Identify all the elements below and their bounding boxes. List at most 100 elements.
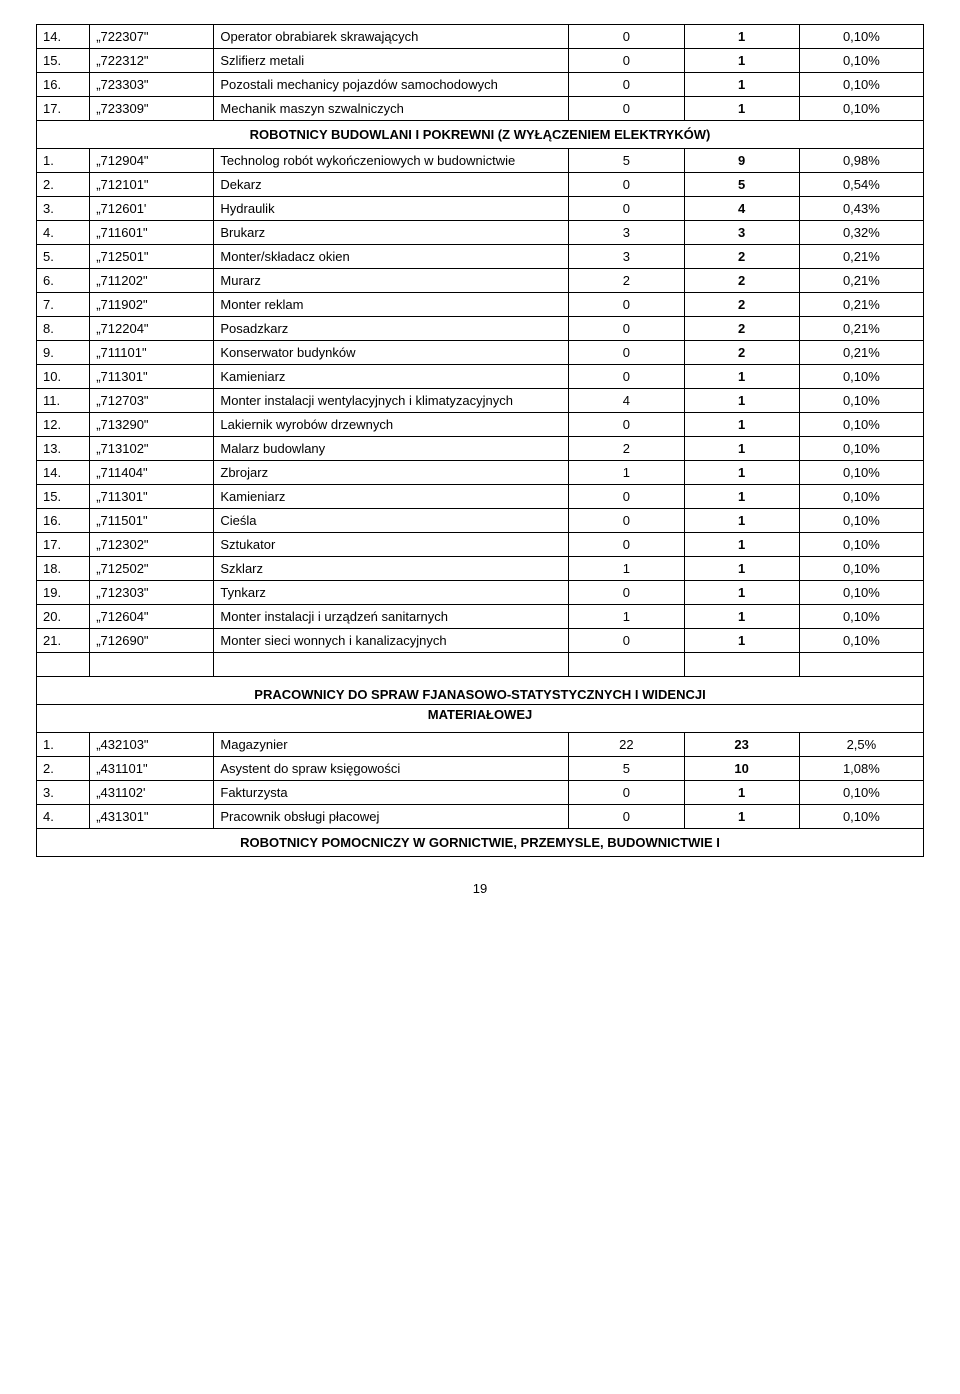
row-number: 14. xyxy=(37,25,90,49)
row-val1: 1 xyxy=(569,461,684,485)
row-val3: 0,10% xyxy=(799,485,923,509)
row-number: 2. xyxy=(37,757,90,781)
section-header: PRACOWNICY DO SPRAW FJANASOWO-STATYSTYCZ… xyxy=(37,677,924,705)
table-row: 14.„711404"Zbrojarz110,10% xyxy=(37,461,924,485)
row-code: „711301" xyxy=(90,485,214,509)
row-val1: 0 xyxy=(569,365,684,389)
row-number: 2. xyxy=(37,173,90,197)
row-number: 3. xyxy=(37,781,90,805)
row-val1: 4 xyxy=(569,389,684,413)
row-code: „711601" xyxy=(90,221,214,245)
row-code: „723303" xyxy=(90,73,214,97)
table-row: 4.„431301"Pracownik obsługi płacowej010,… xyxy=(37,805,924,829)
table-row: 21.„712690"Monter sieci wonnych i kanali… xyxy=(37,629,924,653)
row-val2: 1 xyxy=(684,73,799,97)
table-row: 15.„711301"Kamieniarz010,10% xyxy=(37,485,924,509)
table-row: 3.„712601'Hydraulik040,43% xyxy=(37,197,924,221)
table-row: 1.„432103"Magazynier22232,5% xyxy=(37,733,924,757)
row-val2: 9 xyxy=(684,149,799,173)
table-row: 20.„712604"Monter instalacji i urządzeń … xyxy=(37,605,924,629)
row-code: „432103" xyxy=(90,733,214,757)
row-val2: 2 xyxy=(684,269,799,293)
row-val3: 0,21% xyxy=(799,245,923,269)
row-val2: 1 xyxy=(684,533,799,557)
row-val3: 0,10% xyxy=(799,461,923,485)
row-code: „711301" xyxy=(90,365,214,389)
row-val3: 0,43% xyxy=(799,197,923,221)
table-row: 2.„431101"Asystent do spraw księgowości5… xyxy=(37,757,924,781)
row-val2: 1 xyxy=(684,49,799,73)
row-name: Lakiernik wyrobów drzewnych xyxy=(214,413,569,437)
row-val1: 3 xyxy=(569,221,684,245)
row-code: „431101" xyxy=(90,757,214,781)
row-val3: 0,10% xyxy=(799,437,923,461)
row-val3: 1,08% xyxy=(799,757,923,781)
empty-cell xyxy=(214,653,569,677)
row-val1: 0 xyxy=(569,317,684,341)
row-val2: 5 xyxy=(684,173,799,197)
row-number: 19. xyxy=(37,581,90,605)
empty-cell xyxy=(684,653,799,677)
empty-cell xyxy=(37,653,90,677)
row-val1: 2 xyxy=(569,437,684,461)
row-code: „712502" xyxy=(90,557,214,581)
row-val1: 3 xyxy=(569,245,684,269)
row-val2: 10 xyxy=(684,757,799,781)
row-number: 9. xyxy=(37,341,90,365)
row-val3: 0,10% xyxy=(799,389,923,413)
row-val1: 0 xyxy=(569,509,684,533)
row-val3: 0,10% xyxy=(799,365,923,389)
row-name: Malarz budowlany xyxy=(214,437,569,461)
table-row: 18.„712502"Szklarz110,10% xyxy=(37,557,924,581)
row-code: „712690" xyxy=(90,629,214,653)
row-name: Monter reklam xyxy=(214,293,569,317)
row-val2: 1 xyxy=(684,629,799,653)
row-name: Monter instalacji wentylacyjnych i klima… xyxy=(214,389,569,413)
table-row: 9.„711101"Konserwator budynków020,21% xyxy=(37,341,924,365)
row-name: Kamieniarz xyxy=(214,485,569,509)
row-val1: 5 xyxy=(569,149,684,173)
row-code: „712302" xyxy=(90,533,214,557)
row-val3: 0,10% xyxy=(799,413,923,437)
row-val1: 2 xyxy=(569,269,684,293)
row-val1: 0 xyxy=(569,293,684,317)
row-number: 10. xyxy=(37,365,90,389)
row-val2: 1 xyxy=(684,437,799,461)
row-val3: 0,21% xyxy=(799,341,923,365)
table-row: 16.„711501"Cieśla010,10% xyxy=(37,509,924,533)
row-name: Monter instalacji i urządzeń sanitarnych xyxy=(214,605,569,629)
table-row: 19.„712303"Tynkarz010,10% xyxy=(37,581,924,605)
row-val1: 0 xyxy=(569,781,684,805)
row-name: Konserwator budynków xyxy=(214,341,569,365)
row-val1: 0 xyxy=(569,197,684,221)
row-val2: 2 xyxy=(684,245,799,269)
empty-cell xyxy=(569,653,684,677)
row-number: 11. xyxy=(37,389,90,413)
row-val2: 1 xyxy=(684,485,799,509)
row-number: 1. xyxy=(37,149,90,173)
row-val1: 0 xyxy=(569,581,684,605)
row-code: „711202" xyxy=(90,269,214,293)
row-val3: 0,10% xyxy=(799,629,923,653)
row-name: Fakturzysta xyxy=(214,781,569,805)
row-val3: 0,10% xyxy=(799,49,923,73)
row-val2: 23 xyxy=(684,733,799,757)
empty-cell xyxy=(90,653,214,677)
row-code: „711902" xyxy=(90,293,214,317)
row-code: „711404" xyxy=(90,461,214,485)
row-val3: 0,10% xyxy=(799,533,923,557)
row-val2: 1 xyxy=(684,461,799,485)
table-row: 8.„712204"Posadzkarz020,21% xyxy=(37,317,924,341)
row-val1: 0 xyxy=(569,341,684,365)
row-code: „713102" xyxy=(90,437,214,461)
data-table: 14.„722307"Operator obrabiarek skrawając… xyxy=(36,24,924,857)
row-name: Szklarz xyxy=(214,557,569,581)
row-val1: 0 xyxy=(569,173,684,197)
row-code: „712204" xyxy=(90,317,214,341)
row-name: Cieśla xyxy=(214,509,569,533)
table-row: 5.„712501"Monter/składacz okien320,21% xyxy=(37,245,924,269)
section-header: MATERIAŁOWEJ xyxy=(37,705,924,733)
row-val1: 1 xyxy=(569,557,684,581)
row-val2: 2 xyxy=(684,293,799,317)
row-val2: 1 xyxy=(684,97,799,121)
